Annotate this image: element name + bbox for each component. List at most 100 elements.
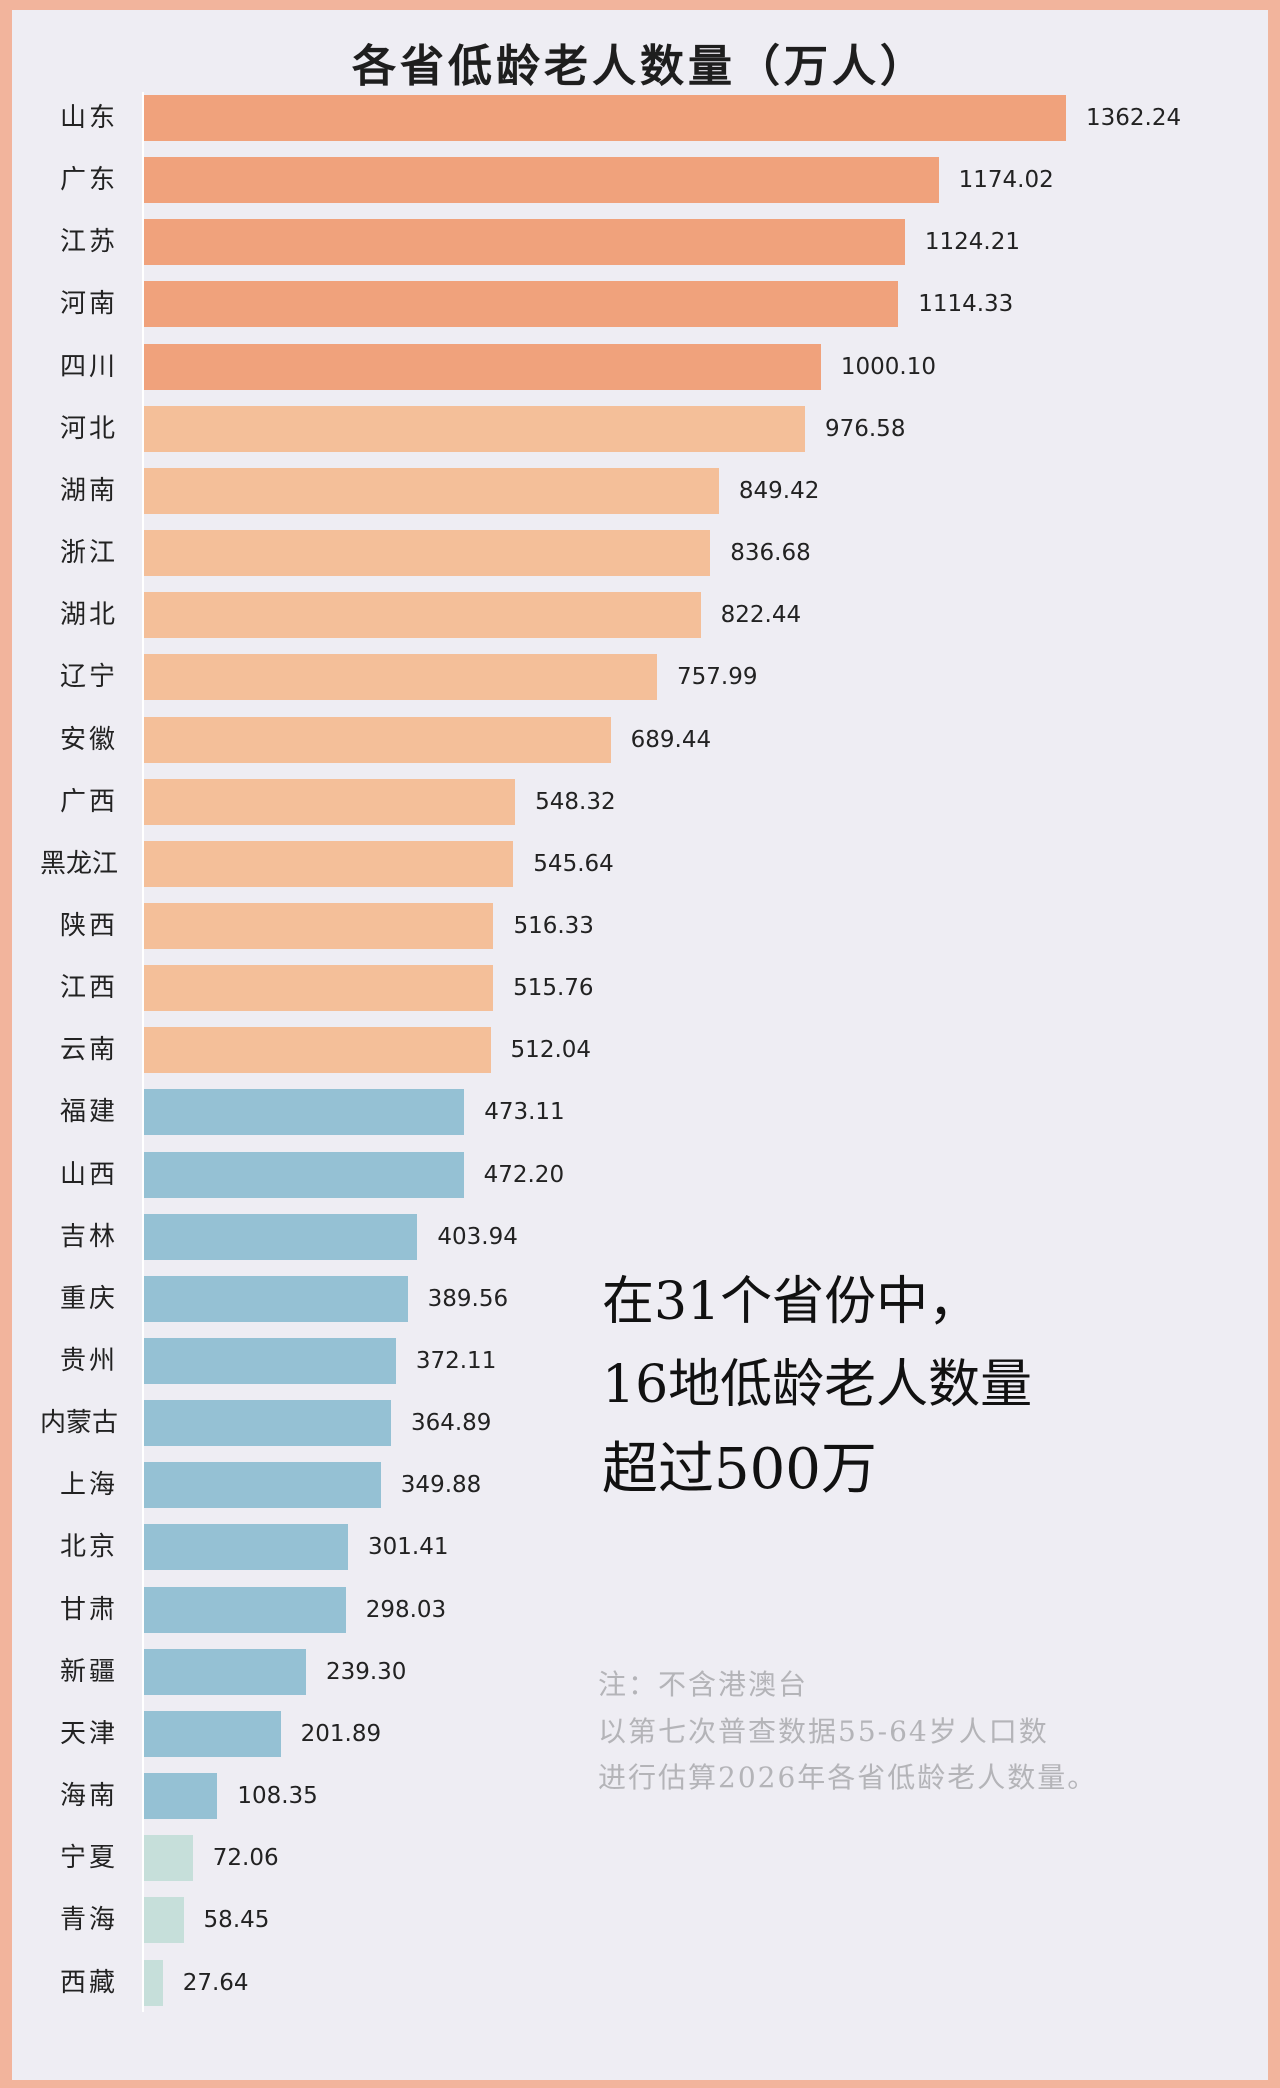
bar — [144, 1773, 218, 1820]
category-label: 辽宁 — [59, 662, 118, 693]
data-label: 1114.33 — [918, 291, 1014, 318]
category-label: 天津 — [59, 1718, 118, 1749]
category-label: 湖南 — [59, 475, 118, 506]
data-label: 473.11 — [484, 1099, 565, 1126]
category-label: 青海 — [59, 1905, 118, 1936]
bar — [144, 778, 516, 825]
bar — [144, 902, 494, 949]
data-label: 976.58 — [824, 415, 906, 442]
bar — [144, 281, 899, 328]
data-label: 372.11 — [415, 1348, 497, 1374]
data-label: 239.30 — [325, 1658, 407, 1685]
category-label: 北京 — [59, 1532, 118, 1563]
bar — [144, 654, 658, 701]
data-label: 849.42 — [738, 477, 820, 504]
bar — [144, 1213, 418, 1260]
data-label: 298.03 — [365, 1596, 447, 1623]
y-axis-line — [142, 92, 144, 2012]
category-label: 内蒙古 — [39, 1408, 118, 1439]
bar — [144, 1338, 396, 1384]
category-label: 广西 — [59, 786, 118, 817]
category-label: 上海 — [59, 1470, 118, 1501]
bar — [144, 1400, 391, 1447]
data-label: 349.88 — [400, 1472, 482, 1499]
category-label: 福建 — [59, 1097, 118, 1128]
category-label: 江西 — [59, 973, 118, 1004]
category-label: 贵州 — [59, 1346, 118, 1376]
category-label: 江苏 — [59, 227, 118, 258]
category-label: 重庆 — [59, 1283, 118, 1314]
category-label: 宁夏 — [59, 1843, 118, 1874]
category-label: 安徽 — [59, 724, 118, 755]
annotation-line-1: 在31个省份中， — [602, 1272, 981, 1332]
bar — [144, 1648, 306, 1695]
bar — [144, 1959, 163, 2006]
note-line-1: 注：不含港澳台 — [598, 1668, 809, 1701]
bar — [144, 219, 905, 266]
category-label: 湖北 — [59, 600, 118, 631]
category-label: 四川 — [59, 351, 118, 382]
bar — [144, 1835, 193, 1882]
data-label: 1000.10 — [840, 353, 937, 380]
category-label: 河北 — [59, 413, 118, 444]
data-label: 108.35 — [237, 1783, 318, 1810]
category-label: 陕西 — [59, 910, 118, 941]
data-label: 548.32 — [535, 788, 616, 815]
category-label: 浙江 — [59, 538, 118, 569]
bar — [144, 1586, 346, 1633]
data-label: 389.56 — [427, 1285, 509, 1312]
bar — [144, 1089, 465, 1136]
data-label: 27.64 — [182, 1969, 249, 1996]
category-label: 河南 — [59, 289, 118, 320]
bar — [144, 530, 711, 577]
bar — [144, 157, 939, 204]
category-label: 山东 — [59, 103, 118, 133]
data-label: 512.04 — [510, 1037, 592, 1064]
bar — [144, 467, 719, 514]
data-label: 301.41 — [368, 1534, 449, 1561]
category-label: 新疆 — [59, 1656, 118, 1687]
chart-title: 各省低龄老人数量（万人） — [352, 41, 928, 92]
data-label: 1174.02 — [958, 167, 1054, 194]
category-label: 海南 — [59, 1781, 118, 1812]
data-label: 1124.21 — [924, 229, 1021, 256]
data-label: 836.68 — [730, 540, 811, 567]
bar — [144, 965, 494, 1012]
data-label: 822.44 — [720, 602, 802, 629]
category-label: 吉林 — [59, 1221, 118, 1252]
bar — [144, 1151, 464, 1198]
note-line-2: 以第七次普查数据55-64岁人口数 — [598, 1715, 1049, 1748]
bar — [144, 343, 821, 390]
data-label: 1362.24 — [1086, 105, 1182, 131]
data-label: 545.64 — [533, 850, 614, 877]
bar — [144, 1027, 491, 1074]
data-label: 516.33 — [513, 912, 594, 939]
data-label: 757.99 — [677, 664, 758, 691]
bar — [144, 1710, 281, 1757]
data-label: 72.06 — [212, 1845, 279, 1872]
bar — [144, 716, 611, 763]
category-label: 云南 — [59, 1035, 118, 1066]
category-label: 西藏 — [59, 1967, 118, 1998]
bar — [144, 1524, 348, 1571]
data-label: 403.94 — [437, 1223, 518, 1250]
category-label: 甘肃 — [59, 1594, 118, 1625]
data-label: 201.89 — [300, 1720, 382, 1747]
bar — [144, 840, 514, 887]
annotation-line-3: 超过500万 — [602, 1437, 877, 1502]
note-line-3: 进行估算2026年各省低龄老人数量。 — [598, 1761, 1098, 1794]
data-label: 364.89 — [410, 1410, 492, 1437]
bar — [144, 1462, 381, 1509]
data-label: 58.45 — [203, 1907, 270, 1934]
bar — [144, 95, 1066, 141]
bar — [144, 405, 805, 452]
bar — [144, 1897, 184, 1944]
data-label: 689.44 — [630, 726, 712, 753]
category-label: 黑龙江 — [39, 848, 118, 879]
data-label: 515.76 — [513, 975, 594, 1002]
category-label: 广东 — [59, 165, 118, 196]
data-label: 472.20 — [483, 1161, 565, 1188]
bar — [144, 592, 701, 639]
annotation-line-2: 16地低龄老人数量 — [602, 1355, 1033, 1415]
category-label: 山西 — [59, 1159, 118, 1190]
